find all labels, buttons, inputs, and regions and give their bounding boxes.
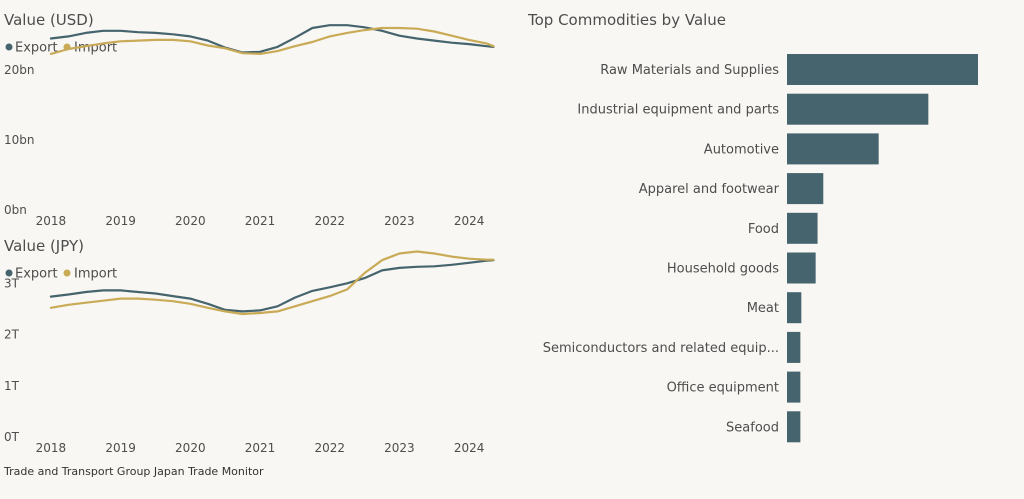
commodity-label: Raw Materials and Supplies [600, 63, 779, 78]
commodity-bar [787, 54, 978, 85]
top-commodities-chart: Top Commodities by Value Raw Materials a… [527, 11, 978, 443]
usd-legend-export-marker [5, 43, 13, 51]
jpy-legend: Export Import [5, 267, 117, 282]
commodity-bar [787, 411, 801, 443]
commodity-bar [787, 292, 802, 324]
usd-y-axis: 0bn 10bn 20bn [4, 63, 35, 217]
jpy-x-tick-label: 2022 [314, 441, 345, 455]
commodity-label: Meat [747, 301, 779, 316]
usd-y-tick-label: 0bn [4, 203, 27, 217]
commodity-bar [787, 212, 818, 244]
usd-value-chart: Value (USD) Export Import 0bn 10bn 20bn 20… [4, 11, 495, 228]
jpy-y-tick-label: 1T [4, 379, 20, 393]
jpy-x-tick-label: 2019 [105, 441, 136, 455]
commodity-label: Semiconductors and related equip... [543, 341, 779, 356]
usd-export-line [49, 24, 495, 54]
jpy-y-tick-label: 3T [4, 276, 20, 290]
usd-x-tick-label: 2018 [36, 214, 67, 228]
commodity-bar [787, 133, 879, 165]
jpy-import-line [49, 250, 495, 316]
jpy-x-tick-label: 2020 [175, 441, 206, 455]
jpy-legend-export-marker [5, 269, 13, 277]
usd-legend-import: Import [74, 41, 117, 56]
commodity-label: Apparel and footwear [639, 182, 780, 197]
commodity-label: Automotive [704, 142, 779, 157]
commodity-bar [787, 371, 801, 403]
jpy-x-tick-label: 2021 [245, 441, 276, 455]
commodities-chart-title: Top Commodities by Value [527, 11, 726, 29]
commodity-label: Food [748, 222, 779, 237]
jpy-x-tick-label: 2023 [384, 441, 415, 455]
commodity-bar [787, 173, 824, 205]
usd-y-tick-label: 20bn [4, 63, 35, 77]
jpy-plot-area [49, 250, 495, 316]
commodity-label: Seafood [726, 420, 779, 435]
usd-x-tick-label: 2024 [454, 214, 485, 228]
jpy-legend-import-marker [63, 269, 71, 277]
jpy-x-tick-label: 2018 [36, 441, 67, 455]
jpy-x-tick-label: 2024 [454, 441, 485, 455]
usd-x-tick-label: 2023 [384, 214, 415, 228]
jpy-legend-import: Import [74, 267, 117, 282]
commodity-bar [787, 93, 929, 125]
usd-chart-title: Value (USD) [4, 11, 94, 29]
jpy-y-axis: 0T 1T 2T 3T [4, 276, 20, 444]
usd-y-tick-label: 10bn [4, 133, 35, 147]
commodity-label: Office equipment [667, 381, 779, 396]
usd-x-axis: 2018 2019 2020 2021 2022 2023 2024 [36, 214, 485, 228]
commodities-bars: Raw Materials and Supplies Industrial equ… [543, 54, 978, 443]
jpy-y-tick-label: 0T [4, 430, 20, 444]
jpy-x-axis: 2018 2019 2020 2021 2022 2023 2024 [36, 441, 485, 455]
commodity-bar [787, 331, 801, 363]
usd-plot-area [49, 24, 495, 55]
usd-x-tick-label: 2020 [175, 214, 206, 228]
commodity-bar [787, 252, 816, 284]
jpy-export-line [49, 259, 495, 313]
usd-x-tick-label: 2022 [314, 214, 345, 228]
commodity-label: Household goods [667, 262, 779, 277]
jpy-chart-title: Value (JPY) [4, 237, 84, 255]
usd-import-line [49, 26, 495, 55]
jpy-legend-export: Export [15, 267, 58, 282]
footer-source: Trade and Transport Group Japan Trade Mo… [4, 465, 264, 478]
usd-x-tick-label: 2021 [245, 214, 276, 228]
jpy-y-tick-label: 2T [4, 328, 20, 342]
usd-legend: Export Import [5, 41, 117, 56]
usd-x-tick-label: 2019 [105, 214, 136, 228]
commodity-label: Industrial equipment and parts [577, 103, 779, 118]
usd-legend-export: Export [15, 41, 58, 56]
